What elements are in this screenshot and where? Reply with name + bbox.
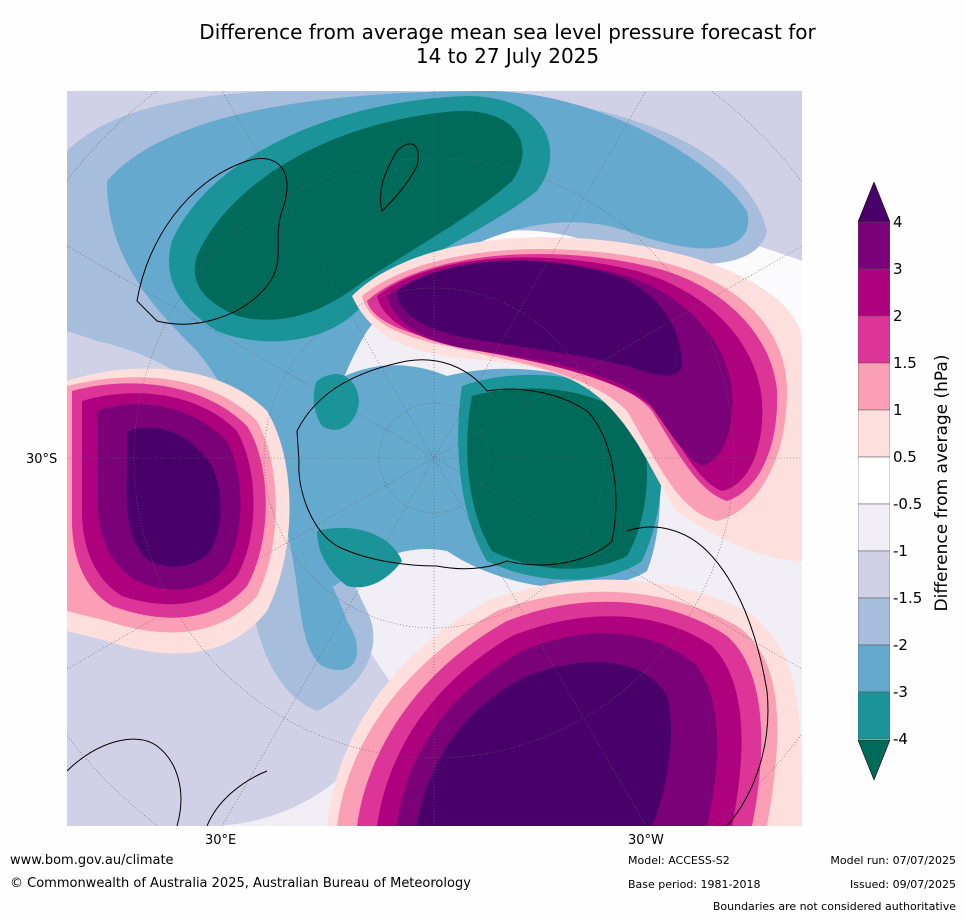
colorbar-tick-label: 2 (893, 307, 903, 325)
colorbar-tick-label: -1.5 (893, 589, 923, 607)
colorbar-label: Difference from average (hPa) (932, 354, 952, 612)
colorbar-tick-label: -1 (893, 542, 908, 560)
model-text: Model: ACCESS-S2 (628, 854, 730, 867)
copyright-text: © Commonwealth of Australia 2025, Austra… (10, 876, 471, 891)
colorbar-segment (858, 456, 890, 505)
lon-30e-label: 30°E (205, 833, 237, 848)
new-zealand-coastline (379, 143, 419, 212)
model-run-text: Model run: 07/07/2025 (830, 854, 956, 867)
chart-title: Difference from average mean sea level p… (0, 20, 965, 68)
colorbar-over-triangle (858, 182, 890, 223)
colorbar-under-triangle (858, 739, 890, 781)
title-line-1: Difference from average mean sea level p… (199, 20, 816, 44)
meridian-60e (67, 245, 802, 670)
graticule (67, 91, 802, 826)
base-period-text: Base period: 1981-2018 (628, 878, 761, 891)
colorbar-tick-label: -3 (893, 683, 908, 701)
colorbar-segment (858, 550, 890, 599)
colorbar-segment (858, 221, 890, 270)
colorbar-tick-label: 1 (893, 401, 903, 419)
meridian-60w (67, 245, 802, 670)
colorbar-segments (858, 221, 890, 740)
africa-coastline (67, 738, 182, 826)
australia-coastline (136, 157, 288, 325)
colorbar-tick-label: 3 (893, 260, 903, 278)
colorbar-segment (858, 315, 890, 364)
colorbar-segment (858, 691, 890, 740)
meridian-30w (221, 91, 647, 826)
website-link[interactable]: www.bom.gov.au/climate (10, 853, 174, 868)
colorbar-tick-label: -0.5 (893, 495, 923, 513)
title-line-2: 14 to 27 July 2025 (415, 44, 600, 68)
colorbar-segment (858, 268, 890, 317)
antarctica-coastline (296, 359, 617, 570)
lat-30s-label: 30°S (26, 452, 58, 467)
pos-4-s (417, 662, 672, 826)
colorbar (858, 182, 890, 781)
colorbar-segment (858, 362, 890, 411)
south-america-coastline (626, 526, 769, 826)
colorbar-segment (858, 597, 890, 646)
disclaimer-text: Boundaries are not considered authoritat… (712, 900, 956, 913)
colorbar-tick-label: 1.5 (893, 354, 917, 372)
colorbar-segment (858, 409, 890, 458)
pos-4-ne (397, 260, 682, 376)
pressure-anomaly-map (67, 91, 802, 826)
colorbar-tick-label: -4 (893, 730, 908, 748)
colorbar-segment (858, 503, 890, 552)
colorbar-tick-label: 4 (893, 213, 903, 231)
neg-3-small-b (317, 527, 402, 588)
colorbar-tick-label: -2 (893, 636, 908, 654)
lon-30w-label: 30°W (628, 833, 664, 848)
madagascar-coastline (206, 770, 268, 826)
issued-text: Issued: 09/07/2025 (849, 878, 956, 891)
pos-4-w (126, 427, 221, 567)
neg-3-small-a (313, 373, 359, 430)
colorbar-segment (858, 644, 890, 693)
meridian-30e (221, 91, 647, 826)
colorbar-tick-label: 0.5 (893, 448, 917, 466)
